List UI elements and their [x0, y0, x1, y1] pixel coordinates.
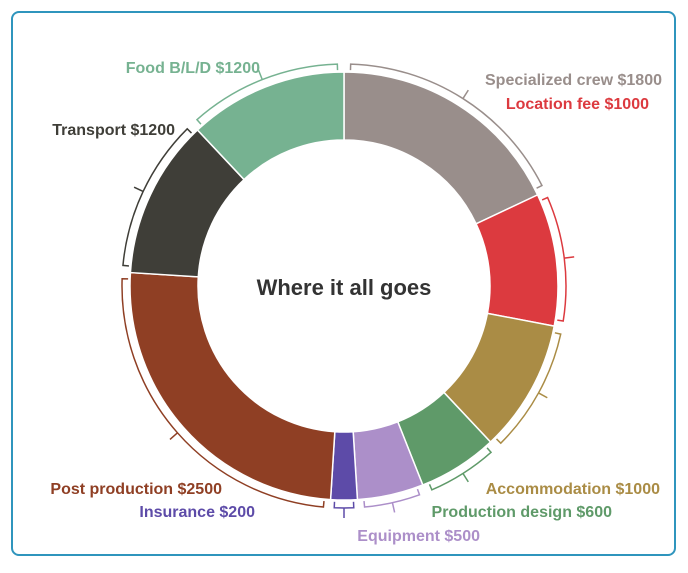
chart-title: Where it all goes — [257, 275, 432, 300]
label-specialized-crew: Specialized crew $1800 — [485, 72, 662, 89]
connector-accommodation — [538, 392, 548, 399]
label-transport: Transport $1200 — [52, 122, 175, 139]
label-insurance: Insurance $200 — [139, 504, 255, 521]
slice-specialized-crew — [343, 71, 539, 225]
bracket-accommodation — [495, 332, 562, 445]
connector-equipment — [391, 502, 396, 513]
connector-transport — [133, 186, 144, 193]
label-food-b-l-d: Food B/L/D $1200 — [126, 60, 260, 77]
bracket-equipment — [363, 488, 421, 508]
connector-specialized-crew — [462, 89, 469, 99]
slices-group — [129, 71, 559, 501]
bracket-location-fee — [541, 196, 567, 322]
label-post-production: Post production $2500 — [50, 481, 222, 498]
connector-location-fee — [564, 256, 575, 259]
brackets-group — [121, 63, 575, 518]
label-equipment: Equipment $500 — [357, 528, 480, 545]
label-production-design: Production design $600 — [432, 504, 613, 521]
bracket-post-production — [121, 277, 325, 508]
bracket-transport — [122, 127, 193, 267]
labels-group: Specialized crew $1800 Location fee $1000… — [50, 60, 662, 545]
bracket-food-b-l-d — [195, 63, 339, 125]
slice-post-production — [129, 271, 336, 501]
connector-post-production — [169, 432, 178, 440]
connector-food-b-l-d — [257, 70, 263, 80]
slice-food-b-l-d — [196, 71, 345, 181]
connector-production-design — [462, 473, 469, 483]
label-accommodation: Accommodation $1000 — [486, 481, 660, 498]
label-location-fee: Location fee $1000 — [506, 96, 649, 113]
bracket-insurance — [333, 501, 355, 509]
